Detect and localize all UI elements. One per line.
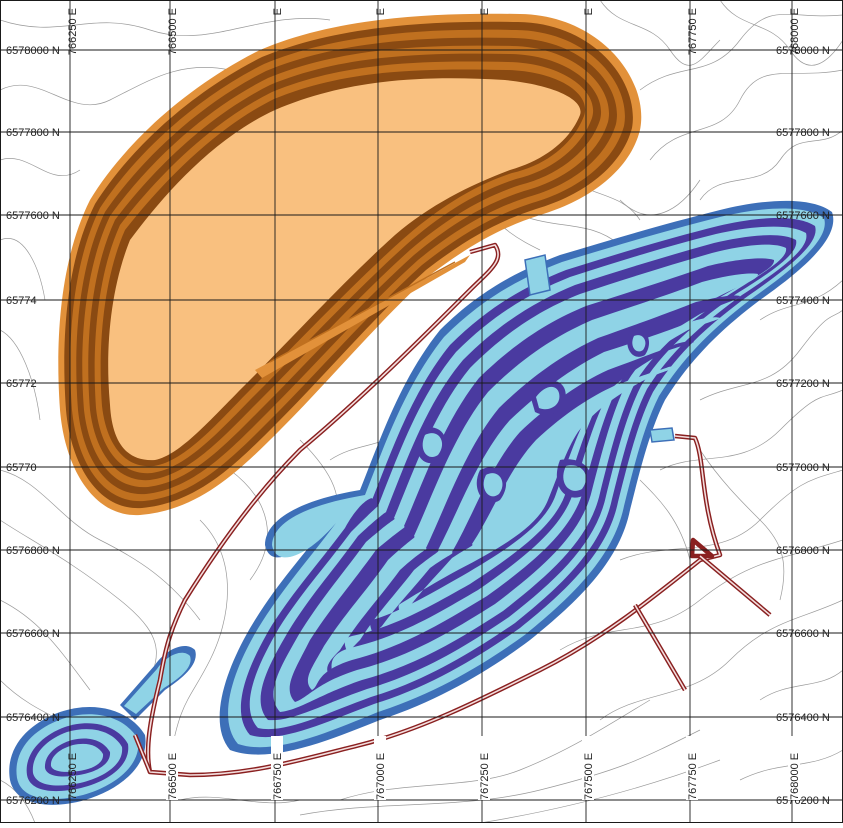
easting-label-top: 767750 E bbox=[687, 8, 699, 55]
easting-label-top: 768000 E bbox=[789, 8, 801, 55]
easting-label-top: E bbox=[272, 8, 284, 15]
northing-label-left: 6576400 N bbox=[6, 712, 60, 724]
northing-label-right: 6576400 N bbox=[776, 712, 830, 724]
open-pit-small bbox=[9, 645, 196, 805]
easting-labels-top: 766250 E 766500 E E E E E 767750 E 76800… bbox=[67, 8, 801, 55]
easting-label-bottom: 766250 E bbox=[67, 753, 79, 800]
northing-label-right: 6578000 N bbox=[776, 45, 830, 57]
northing-label-left: 65772 bbox=[6, 378, 37, 390]
easting-label-bottom: 767750 E bbox=[687, 753, 699, 800]
haul-roads bbox=[132, 242, 772, 778]
northing-label-left: 6576600 N bbox=[6, 628, 60, 640]
easting-label-bottom: 767500 E bbox=[583, 753, 595, 800]
northing-label-right: 6576200 N bbox=[776, 795, 830, 807]
easting-labels-bottom: 766250 E 766500 E 766750 E 767000 E 7672… bbox=[67, 736, 801, 800]
easting-label-top: 766500 E bbox=[167, 8, 179, 55]
northing-label-right: 6577000 N bbox=[776, 462, 830, 474]
northing-label-left: 6577800 N bbox=[6, 127, 60, 139]
northing-label-right: 6577400 N bbox=[776, 295, 830, 307]
northing-label-right: 6577800 N bbox=[776, 127, 830, 139]
northing-labels-right: 6578000 N 6577800 N 6577600 N 6577400 N … bbox=[776, 45, 830, 807]
northing-label-right: 6576800 N bbox=[776, 545, 830, 557]
northing-labels-left: 6578000 N 6577800 N 6577600 N 65774 6577… bbox=[6, 45, 60, 807]
easting-label-top: E bbox=[583, 8, 595, 15]
open-pit-main bbox=[219, 200, 834, 755]
northing-label-left: 6578000 N bbox=[6, 45, 60, 57]
northing-label-right: 6576600 N bbox=[776, 628, 830, 640]
northing-label-right: 6577600 N bbox=[776, 210, 830, 222]
easting-label-top: E bbox=[375, 8, 387, 15]
easting-label-bottom: 767000 E bbox=[375, 753, 387, 800]
easting-label-bottom: 766750 E bbox=[272, 753, 284, 800]
northing-label-left: 6576200 N bbox=[6, 795, 60, 807]
northing-label-left: 6577600 N bbox=[6, 210, 60, 222]
northing-label-right: 6577200 N bbox=[776, 378, 830, 390]
easting-label-top: E bbox=[479, 8, 491, 15]
northing-label-left: 6576800 N bbox=[6, 545, 60, 557]
easting-label-bottom: 767250 E bbox=[479, 753, 491, 800]
easting-label-bottom: 766500 E bbox=[167, 753, 179, 800]
easting-label-bottom: 768000 E bbox=[789, 753, 801, 800]
easting-label-top: 766250 E bbox=[67, 8, 79, 55]
northing-label-left: 65774 bbox=[6, 295, 37, 307]
northing-label-left: 65770 bbox=[6, 462, 37, 474]
